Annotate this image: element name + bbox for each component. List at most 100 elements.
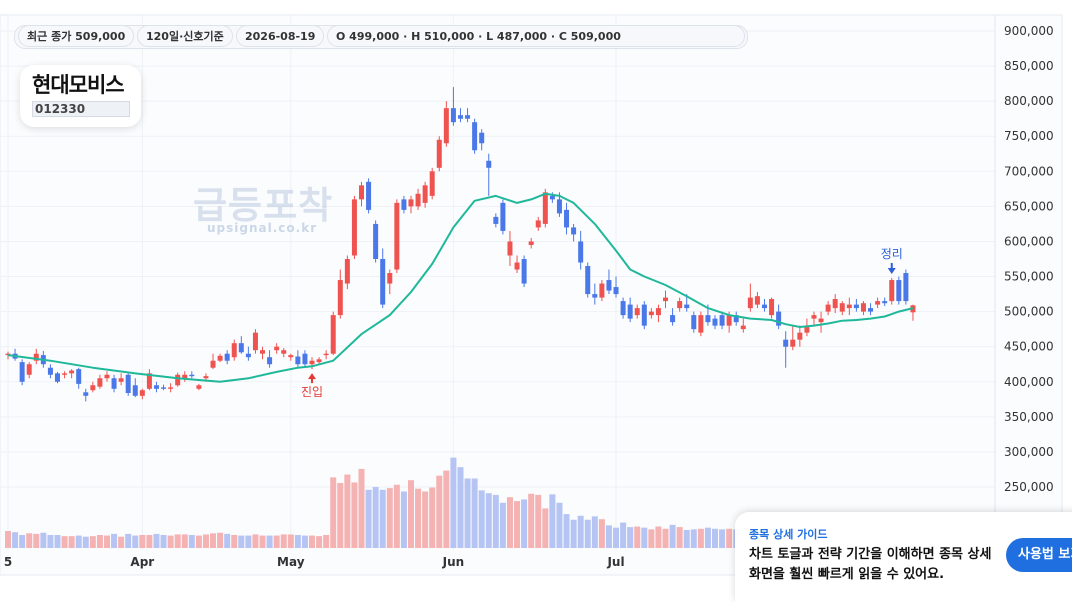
candle-body <box>5 353 11 356</box>
candle-body <box>33 353 39 361</box>
candle-body <box>217 355 223 361</box>
guide-panel: 종목 상세 가이드 차트 토글과 전략 기간을 이해하면 종목 상세 화면을 훨… <box>735 512 1072 602</box>
candle-body <box>882 301 888 304</box>
y-tick-label: 300,000 <box>1004 445 1054 459</box>
candle-body <box>754 296 760 305</box>
volume-bar <box>210 533 217 548</box>
y-tick-label: 450,000 <box>1004 340 1054 354</box>
candle-body <box>443 108 449 144</box>
moving-average-line <box>7 192 914 383</box>
candle-body <box>457 115 463 119</box>
candle-body <box>316 359 322 363</box>
plot-background <box>0 14 1063 576</box>
candle-body <box>549 195 555 200</box>
volume-bar <box>570 519 577 548</box>
candle-body <box>712 318 718 326</box>
candle-body <box>648 311 654 316</box>
candle-body <box>450 108 456 123</box>
period-chip[interactable]: 120일·신호기준 <box>137 25 233 47</box>
candle-body <box>351 199 357 256</box>
volume-bar <box>436 475 443 548</box>
y-tick-label: 600,000 <box>1004 234 1054 248</box>
candle-body <box>733 315 739 323</box>
volume-bar <box>535 494 542 548</box>
candle-body <box>168 387 174 389</box>
volume-bar <box>68 536 75 548</box>
volume-bar <box>82 536 89 548</box>
candle-body <box>465 115 471 119</box>
volume-bar <box>422 491 429 548</box>
candle-body <box>479 132 485 144</box>
volume-bar <box>471 478 478 548</box>
guide-text: 차트 토글과 전략 기간을 이해하면 종목 상세 화면을 훨씬 빠르게 읽을 수… <box>749 547 992 582</box>
volume-bar <box>89 536 96 548</box>
candle-body <box>853 304 859 309</box>
volume-bar <box>386 488 393 548</box>
volume-bar <box>662 528 669 548</box>
candle-body <box>655 308 661 316</box>
candle-body <box>47 367 53 375</box>
y-tick-label: 800,000 <box>1004 94 1054 108</box>
volume-bar <box>492 494 499 548</box>
y-tick-label: 550,000 <box>1004 270 1054 284</box>
candle-body <box>245 353 251 358</box>
guide-button[interactable]: 사용법 보기 <box>1006 538 1072 572</box>
y-tick-label: 350,000 <box>1004 410 1054 424</box>
volume-bar <box>620 522 627 548</box>
candle-body <box>104 374 110 379</box>
candle-body <box>309 360 315 365</box>
stock-card: 현대모비스 012330 <box>20 65 141 127</box>
volume-bar <box>330 477 337 548</box>
candle-body <box>571 227 577 235</box>
volume-bar <box>528 493 535 548</box>
candle-body <box>97 378 103 387</box>
volume-bar <box>294 535 301 548</box>
volume-bar <box>273 535 280 548</box>
last-close-chip: 최근 종가 509,000 <box>18 25 135 47</box>
candle-body <box>698 315 704 333</box>
candle-body <box>564 209 570 228</box>
x-tick-label: Jul <box>606 555 624 569</box>
candle-body <box>896 280 902 302</box>
y-tick-label: 900,000 <box>1004 24 1054 38</box>
y-tick-label: 250,000 <box>1004 480 1054 494</box>
volume-bar <box>33 533 40 548</box>
candle-body <box>860 303 866 312</box>
candlestick-chart[interactable]: 250,000 300,000 350,000 400,000 450,000 500,0… <box>0 0 1072 579</box>
candle-body <box>790 339 796 347</box>
volume-bar <box>252 534 259 548</box>
candle-body <box>875 301 881 305</box>
volume-bar <box>358 468 365 548</box>
volume-bar <box>224 533 231 548</box>
candle-body <box>761 304 767 309</box>
volume-bar <box>266 535 273 548</box>
exit-arrow <box>887 262 896 274</box>
candle-body <box>804 327 810 333</box>
volume-bar <box>344 474 351 548</box>
candle-body <box>846 304 852 309</box>
volume-bar <box>514 501 521 548</box>
candle-body <box>670 315 676 323</box>
volume-bar <box>429 487 436 548</box>
volume-bar <box>287 534 294 548</box>
watermark-title: 급등포착 <box>193 184 334 227</box>
volume-bar <box>690 529 697 548</box>
candle-body <box>422 185 428 203</box>
volume-bar <box>26 533 33 548</box>
volume-bar <box>499 502 506 548</box>
volume-bar <box>542 508 549 548</box>
candle-body <box>677 301 683 309</box>
candle-body <box>818 318 824 323</box>
volume-bar <box>521 499 528 548</box>
candle-body <box>747 297 753 309</box>
volume-bar <box>655 526 662 548</box>
candle-body <box>76 369 82 384</box>
candle-body <box>811 315 817 319</box>
y-tick-label: 850,000 <box>1004 59 1054 73</box>
volume-bar <box>726 528 733 548</box>
chart-svg[interactable]: 250,000 300,000 350,000 400,000 450,000 500,0… <box>0 0 1072 579</box>
volume-bar <box>697 528 704 548</box>
volume-bar <box>563 514 570 548</box>
volume-bar <box>118 536 125 548</box>
volume-bar <box>47 535 54 548</box>
